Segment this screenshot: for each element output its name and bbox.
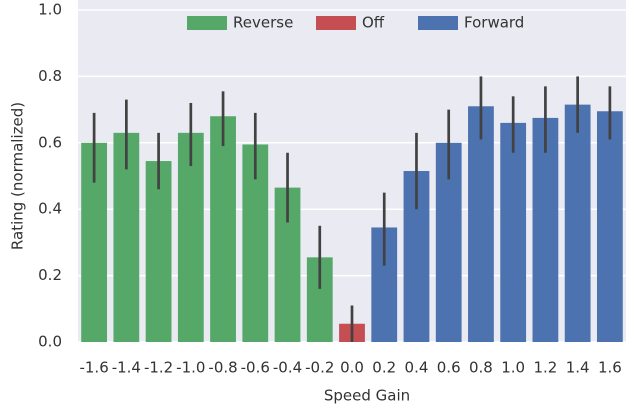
legend-swatch (316, 16, 356, 30)
x-tick-label: -1.2 (144, 359, 173, 377)
y-tick-label: 0.0 (38, 333, 62, 351)
y-axis-label: Rating (normalized) (9, 102, 27, 250)
y-tick-label: 1.0 (38, 1, 62, 19)
bar (210, 116, 236, 343)
bar (468, 106, 494, 342)
x-tick-label: -0.4 (273, 359, 302, 377)
bar (564, 104, 591, 343)
legend-swatch (418, 16, 458, 30)
x-tick-label: 0.2 (372, 359, 396, 377)
y-tick-label: 0.4 (38, 200, 62, 218)
x-tick-label: -1.6 (79, 359, 108, 377)
x-tick-label: 0.0 (340, 359, 364, 377)
x-axis-label: Speed Gain (324, 387, 410, 405)
bar (500, 122, 527, 342)
x-tick-label: -0.8 (208, 359, 237, 377)
x-tick-label: -0.6 (241, 359, 270, 377)
y-tick-label: 0.6 (38, 133, 62, 151)
x-tick-label: 1.2 (533, 359, 557, 377)
x-tick-label: 1.4 (566, 359, 590, 377)
x-tick-label: 0.4 (405, 359, 429, 377)
bar (177, 132, 204, 342)
bar (145, 161, 172, 342)
x-tick-label: 1.0 (501, 359, 525, 377)
y-tick-label: 0.2 (38, 266, 62, 284)
x-tick-label: 0.6 (437, 359, 461, 377)
x-tick-label: 0.8 (469, 359, 493, 377)
legend-label: Forward (464, 14, 524, 32)
y-tick-label: 0.8 (38, 67, 62, 85)
legend-label: Off (362, 14, 385, 32)
legend-label: Reverse (233, 14, 293, 32)
x-tick-label: 1.6 (598, 359, 622, 377)
x-tick-label: -1.4 (112, 359, 141, 377)
bar (532, 117, 559, 343)
legend-swatch (187, 16, 227, 30)
x-tick-label: -0.2 (305, 359, 334, 377)
bar (596, 111, 623, 342)
x-tick-label: -1.0 (176, 359, 205, 377)
